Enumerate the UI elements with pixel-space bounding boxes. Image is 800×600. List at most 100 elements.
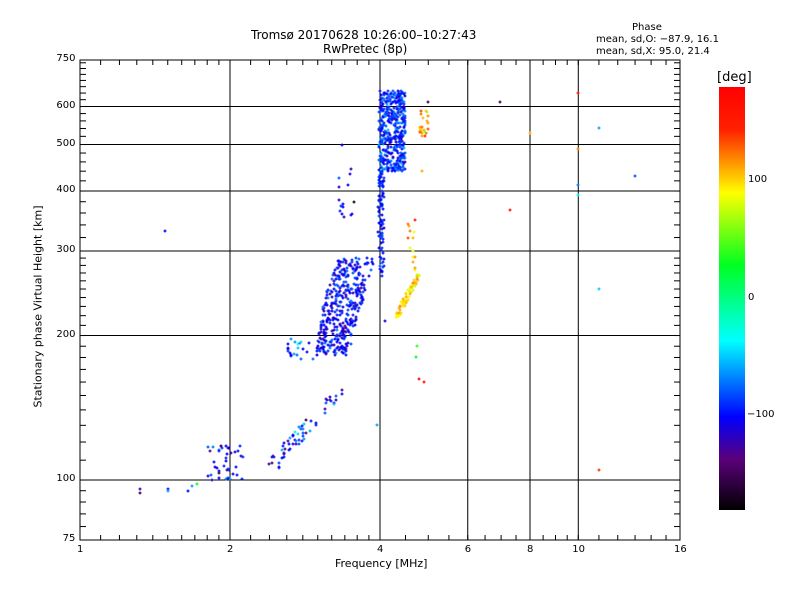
data-point [401, 143, 405, 147]
data-point [328, 321, 332, 325]
data-point [352, 282, 356, 286]
data-point [332, 350, 336, 354]
data-point [379, 218, 383, 222]
data-point [422, 128, 426, 132]
data-point [280, 456, 284, 460]
data-point [386, 160, 390, 164]
data-point [386, 135, 390, 139]
data-point [417, 377, 421, 381]
data-point [384, 124, 388, 128]
x-axis-label: Frequency [MHz] [335, 557, 428, 570]
data-point [317, 331, 321, 335]
data-point [383, 141, 387, 145]
data-point [336, 274, 340, 278]
data-point [358, 265, 362, 269]
data-point [340, 212, 344, 216]
data-point [379, 202, 383, 206]
data-point [338, 264, 342, 268]
data-point [409, 285, 413, 289]
data-point [267, 462, 271, 466]
data-point [381, 240, 385, 244]
data-point [308, 429, 312, 433]
data-point [304, 431, 308, 435]
data-point [379, 180, 383, 184]
data-point [301, 427, 305, 431]
data-point [324, 351, 328, 355]
data-point [376, 205, 380, 209]
data-point [380, 261, 384, 265]
data-point [347, 330, 351, 334]
data-point [378, 89, 382, 93]
y-tick-label: 600 [56, 99, 76, 111]
data-point [299, 340, 303, 344]
data-point [333, 325, 337, 329]
data-point [351, 267, 355, 271]
data-point [398, 159, 402, 163]
data-point [393, 169, 397, 173]
data-point [355, 260, 359, 264]
data-point [392, 162, 396, 166]
data-point [398, 140, 402, 144]
data-point [349, 333, 353, 337]
data-point [286, 342, 290, 346]
data-point [322, 331, 326, 335]
data-point [379, 156, 383, 160]
data-point [402, 92, 406, 96]
data-point [348, 172, 352, 176]
data-point [379, 234, 383, 238]
colorbar-tick-label: 0 [748, 291, 755, 303]
data-point [382, 195, 386, 199]
data-point [382, 97, 386, 101]
data-point [334, 394, 338, 398]
data-point [297, 425, 301, 429]
data-point [400, 117, 404, 121]
data-point [342, 337, 346, 341]
data-point [380, 119, 384, 123]
data-point [394, 100, 398, 104]
data-point [297, 442, 301, 446]
data-point [224, 477, 228, 481]
data-point [383, 112, 387, 116]
data-point [425, 119, 429, 123]
data-point [344, 330, 348, 334]
data-point [353, 276, 357, 280]
data-point [402, 154, 406, 158]
data-point [381, 148, 385, 152]
data-point [340, 284, 344, 288]
data-point [394, 315, 398, 319]
data-point [210, 478, 214, 482]
data-point [380, 189, 384, 193]
data-point [361, 290, 365, 294]
data-point [292, 352, 296, 356]
data-point [386, 89, 390, 93]
data-point [403, 160, 407, 164]
data-point [280, 448, 284, 452]
data-point [325, 293, 329, 297]
data-point [406, 222, 410, 226]
data-point [323, 303, 327, 307]
data-point [322, 345, 326, 349]
data-point [331, 316, 335, 320]
data-point [369, 268, 373, 272]
data-point [382, 226, 386, 230]
data-point [633, 174, 637, 178]
data-point [371, 262, 375, 266]
data-point [408, 289, 412, 293]
data-point [335, 328, 339, 332]
data-point [206, 445, 210, 449]
data-point [336, 345, 340, 349]
data-point [403, 121, 407, 125]
data-point [283, 447, 287, 451]
data-point [415, 344, 419, 348]
data-point [328, 344, 332, 348]
data-point [381, 207, 385, 211]
data-point [380, 236, 384, 240]
data-point [397, 314, 401, 318]
data-point [138, 487, 142, 491]
data-point [281, 444, 285, 448]
data-point [361, 274, 365, 278]
data-point [390, 151, 394, 155]
data-point [341, 205, 345, 209]
y-tick-label: 200 [56, 328, 76, 340]
data-point [336, 318, 340, 322]
